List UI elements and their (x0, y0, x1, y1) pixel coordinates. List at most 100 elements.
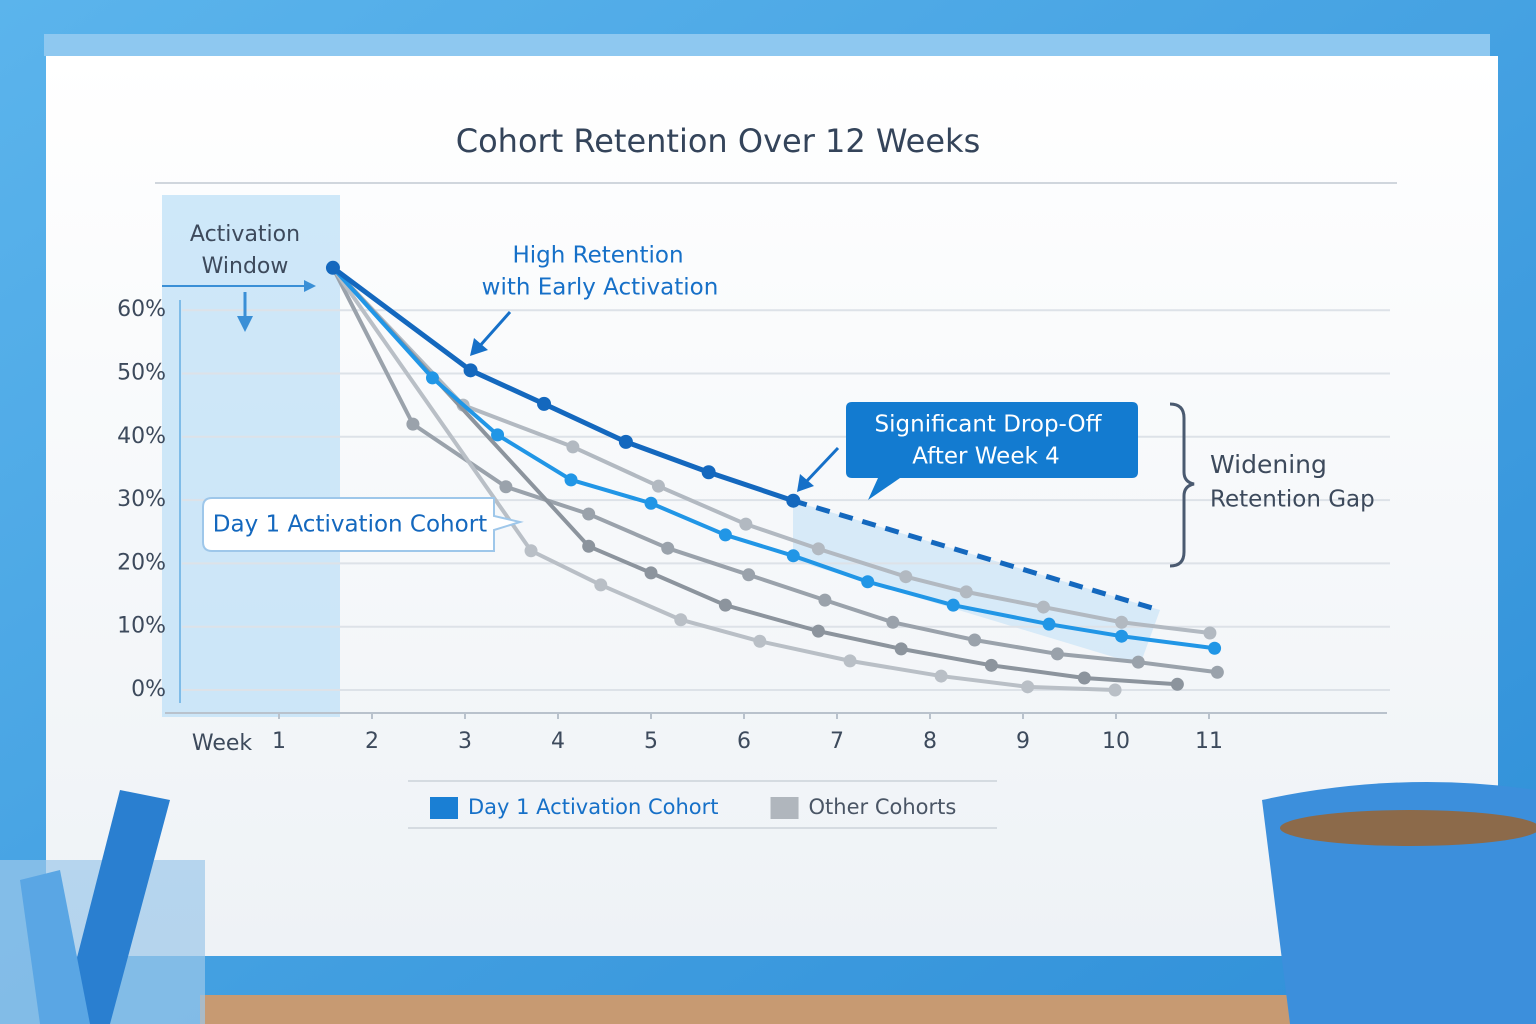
pen (60, 790, 170, 1024)
x-tick-label: 1 (272, 729, 286, 754)
y-tick-label: 0% (131, 677, 166, 702)
data-point (786, 549, 800, 563)
data-point (1021, 680, 1035, 694)
data-point (618, 434, 633, 449)
legend-label: Day 1 Activation Cohort (468, 795, 719, 819)
x-tick-label: 6 (737, 729, 751, 754)
x-tick-label: 10 (1102, 729, 1130, 754)
annotation: Significant Drop-Off (875, 412, 1103, 438)
y-tick-label: 50% (117, 361, 166, 386)
data-point (1170, 677, 1184, 691)
data-point (644, 496, 658, 510)
y-tick-label: 20% (117, 550, 166, 575)
data-point (425, 371, 439, 385)
data-point (718, 598, 732, 612)
data-point (1210, 665, 1224, 679)
annotation: Widening (1210, 450, 1327, 479)
data-point (491, 428, 505, 442)
y-tick-label: 40% (117, 424, 166, 449)
data-point (524, 544, 538, 558)
data-point (718, 528, 732, 542)
annotation: High Retention (512, 243, 683, 269)
data-point (1050, 647, 1064, 661)
data-point (582, 507, 596, 521)
callout-box (202, 497, 524, 552)
gap-shade (793, 501, 1160, 665)
x-tick-label: 8 (923, 729, 937, 754)
data-point (463, 363, 478, 378)
data-point (661, 541, 675, 555)
legend-label: Other Cohorts (809, 795, 957, 819)
data-point (1077, 671, 1091, 685)
plot: 0% 10% 20% 30% 40% 50% 60% 1 2 3 4 5 6 7 8 9 10 11 (117, 260, 1390, 754)
data-point (1036, 600, 1050, 614)
annotation: After Week 4 (912, 444, 1060, 470)
annotation: Day 1 Activation Cohort (213, 512, 487, 538)
data-point (1131, 655, 1145, 669)
legend-swatch (770, 797, 799, 819)
series-line (331, 266, 1218, 675)
arrow-head (237, 316, 253, 332)
x-tick-label: 7 (830, 729, 844, 754)
data-point (564, 473, 578, 487)
arrow (802, 446, 840, 486)
x-tick-label: 5 (644, 729, 658, 754)
data-point (406, 417, 420, 431)
arrow (476, 311, 512, 349)
annotation: with Early Activation (482, 275, 719, 301)
data-point (946, 598, 960, 612)
data-point (1042, 617, 1056, 631)
data-point (959, 585, 973, 599)
arrow-head (304, 280, 316, 292)
activation-window-band (162, 195, 340, 717)
data-point (674, 613, 688, 627)
bracket (1169, 402, 1195, 568)
data-point (537, 396, 552, 411)
x-tick-label: 3 (458, 729, 472, 754)
pen (20, 870, 90, 1024)
data-point (325, 260, 340, 275)
y-tick-label: 60% (117, 297, 166, 322)
data-point (1208, 641, 1222, 655)
data-point (861, 575, 875, 589)
data-point (811, 542, 825, 556)
legend-swatch (430, 797, 458, 819)
data-point (811, 624, 825, 638)
data-point (566, 440, 580, 454)
legend: Day 1 Activation Cohort Other Cohorts (430, 795, 956, 819)
arrow-head (797, 474, 814, 492)
y-tick-label: 10% (117, 614, 166, 639)
y-tick-label: 30% (117, 487, 166, 512)
chart-title: Cohort Retention Over 12 Weeks (456, 122, 981, 160)
data-point (701, 465, 716, 480)
arrow-head (470, 338, 488, 356)
mug (1262, 782, 1536, 1024)
data-point (1108, 683, 1122, 697)
data-point (644, 566, 658, 580)
annotation: Window (202, 254, 289, 279)
data-point (742, 568, 756, 582)
x-tick-label: 11 (1195, 729, 1223, 754)
data-point (1203, 626, 1217, 640)
data-point (899, 570, 913, 584)
data-point (968, 633, 982, 647)
data-point (818, 593, 832, 607)
data-point (651, 479, 665, 493)
data-point (594, 578, 608, 592)
data-point (739, 517, 753, 531)
data-point (499, 480, 513, 494)
x-axis-label: Week (192, 731, 253, 756)
data-point (934, 669, 948, 683)
data-point (894, 642, 908, 656)
coffee (1280, 810, 1536, 846)
callout-box (846, 402, 1138, 500)
data-point (582, 539, 596, 553)
annotation: Retention Gap (1210, 487, 1375, 513)
data-point (886, 615, 900, 629)
x-tick-label: 4 (551, 729, 565, 754)
data-point (843, 654, 857, 668)
data-point (1115, 615, 1129, 629)
data-point (753, 634, 767, 648)
